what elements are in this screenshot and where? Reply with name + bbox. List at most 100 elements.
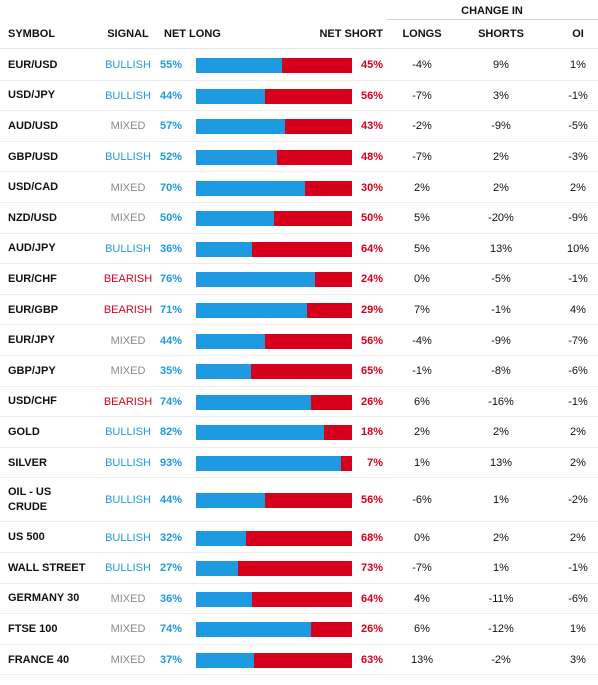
oi-change-value: -6%: [568, 592, 588, 605]
table-row[interactable]: AUD/JPY BULLISH 36% 64% 5% 13% 10%: [0, 234, 598, 265]
oi-change-value: 2%: [570, 181, 586, 194]
long-bar-fill: [196, 303, 307, 319]
net-short-value: 68%: [360, 531, 383, 544]
sentiment-bar: [196, 456, 352, 472]
net-short-value: 26%: [360, 395, 383, 408]
sentiment-bar: [196, 493, 352, 509]
longs-change-value: 5%: [414, 242, 430, 255]
table-row[interactable]: EUR/USD BULLISH 55% 45% -4% 9% 1%: [0, 50, 598, 81]
shorts-column-header[interactable]: SHORTS: [478, 28, 524, 40]
symbol-link[interactable]: AUD/USD: [8, 119, 59, 132]
table-row[interactable]: USD/CAD MIXED 70% 30% 2% 2% 2%: [0, 172, 598, 203]
symbol-link[interactable]: AUD/JPY: [8, 242, 56, 255]
oi-change-value: -1%: [568, 89, 588, 102]
sentiment-bar: [196, 88, 352, 104]
table-row[interactable]: US 500 BULLISH 32% 68% 0% 2% 2%: [0, 522, 598, 553]
net-short-value: 63%: [360, 654, 383, 667]
net-short-value: 29%: [360, 304, 383, 317]
table-row[interactable]: AUD/USD MIXED 57% 43% -2% -9% -5%: [0, 111, 598, 142]
sentiment-bar: [196, 364, 352, 380]
table-row[interactable]: NZD/USD MIXED 50% 50% 5% -20% -9%: [0, 203, 598, 234]
shorts-change-value: -5%: [491, 273, 511, 286]
net-short-value: 26%: [360, 623, 383, 636]
symbol-link[interactable]: NZD/USD: [8, 211, 57, 224]
row-divider: [0, 232, 598, 234]
long-bar-fill: [196, 622, 312, 638]
symbol-link[interactable]: SILVER: [8, 456, 47, 469]
signal-label: BULLISH: [105, 562, 151, 575]
net-short-value: 73%: [360, 562, 383, 575]
table-row[interactable]: WALL STREET BULLISH 27% 73% -7% 1% -1%: [0, 553, 598, 584]
table-row[interactable]: USD/CHF BEARISH 74% 26% 6% -16% -1%: [0, 387, 598, 418]
table-row[interactable]: GERMANY 30 MIXED 36% 64% 4% -11% -6%: [0, 584, 598, 615]
sentiment-bar: [196, 561, 352, 577]
row-divider: [0, 140, 598, 142]
oi-change-value: 1%: [570, 623, 586, 636]
shorts-change-value: -9%: [491, 120, 511, 133]
symbol-link[interactable]: FTSE 100: [8, 622, 58, 635]
symbol-link[interactable]: US 500: [8, 531, 45, 544]
symbol-link[interactable]: GOLD: [8, 425, 40, 438]
sentiment-bar: [196, 622, 352, 638]
symbol-link[interactable]: EUR/JPY: [8, 334, 56, 347]
symbol-link[interactable]: GBP/USD: [8, 150, 59, 163]
shorts-change-value: 9%: [493, 59, 509, 72]
table-row[interactable]: EUR/CHF BEARISH 76% 24% 0% -5% -1%: [0, 264, 598, 295]
table-row[interactable]: USD/JPY BULLISH 44% 56% -7% 3% -1%: [0, 81, 598, 112]
oi-change-value: -1%: [568, 562, 588, 575]
symbol-link[interactable]: WALL STREET: [8, 561, 86, 574]
header-divider: [0, 48, 598, 49]
table-row[interactable]: FTSE 100 MIXED 74% 26% 6% -12% 1%: [0, 614, 598, 645]
symbol-link[interactable]: USD/CAD: [8, 181, 59, 194]
table-row[interactable]: GOLD BULLISH 82% 18% 2% 2% 2%: [0, 417, 598, 448]
table-row[interactable]: EUR/JPY MIXED 44% 56% -4% -9% -7%: [0, 325, 598, 356]
longs-change-value: -7%: [412, 89, 432, 102]
table-row[interactable]: SILVER BULLISH 93% 7% 1% 13% 2%: [0, 448, 598, 479]
net-long-column-header[interactable]: NET LONG: [164, 28, 221, 40]
signal-label: MIXED: [110, 334, 146, 347]
symbol-link[interactable]: GERMANY 30: [8, 592, 80, 605]
net-short-value: 18%: [360, 426, 383, 439]
sentiment-bar: [196, 303, 352, 319]
symbol-link[interactable]: EUR/CHF: [8, 272, 57, 285]
net-short-value: 64%: [360, 592, 383, 605]
net-short-value: 7%: [367, 457, 383, 470]
oi-change-value: 2%: [570, 531, 586, 544]
signal-column-header[interactable]: SIGNAL: [107, 28, 149, 40]
table-row[interactable]: GBP/USD BULLISH 52% 48% -7% 2% -3%: [0, 142, 598, 173]
symbol-column-header[interactable]: SYMBOL: [8, 28, 56, 40]
net-long-value: 71%: [160, 304, 183, 317]
shorts-change-value: 13%: [489, 242, 513, 255]
shorts-change-value: 2%: [493, 151, 509, 164]
shorts-change-value: -1%: [491, 304, 511, 317]
symbol-link[interactable]: OIL - US CRUDE: [8, 486, 52, 514]
symbol-link[interactable]: FRANCE 40: [8, 653, 70, 666]
symbol-link[interactable]: EUR/GBP: [8, 303, 59, 316]
symbol-link[interactable]: USD/JPY: [8, 89, 56, 102]
signal-label: BULLISH: [105, 494, 151, 507]
net-short-value: 65%: [360, 365, 383, 378]
oi-change-value: -2%: [568, 494, 588, 507]
sentiment-bar: [196, 333, 352, 349]
longs-change-value: 2%: [414, 181, 430, 194]
table-row[interactable]: GBP/JPY MIXED 35% 65% -1% -8% -6%: [0, 356, 598, 387]
net-long-value: 52%: [160, 151, 183, 164]
shorts-change-value: 2%: [493, 181, 509, 194]
shorts-change-value: -2%: [491, 654, 511, 667]
table-row[interactable]: EUR/GBP BEARISH 71% 29% 7% -1% 4%: [0, 295, 598, 326]
symbol-link[interactable]: EUR/USD: [8, 58, 58, 71]
symbol-link[interactable]: GBP/JPY: [8, 364, 56, 377]
table-row[interactable]: FRANCE 40 MIXED 37% 63% 13% -2% 3%: [0, 645, 598, 676]
shorts-change-value: 3%: [493, 89, 509, 102]
net-short-value: 56%: [360, 494, 383, 507]
oi-column-header[interactable]: OI: [572, 28, 584, 40]
net-short-column-header[interactable]: NET SHORT: [319, 28, 383, 40]
symbol-link[interactable]: USD/CHF: [8, 395, 57, 408]
longs-column-header[interactable]: LONGS: [402, 28, 442, 40]
row-divider: [0, 613, 598, 615]
long-bar-fill: [196, 119, 285, 135]
long-bar-fill: [196, 653, 254, 669]
long-bar-fill: [196, 150, 278, 166]
table-row[interactable]: OIL - US CRUDE BULLISH 44% 56% -6% 1% -2%: [0, 478, 598, 523]
long-bar-fill: [196, 394, 312, 410]
